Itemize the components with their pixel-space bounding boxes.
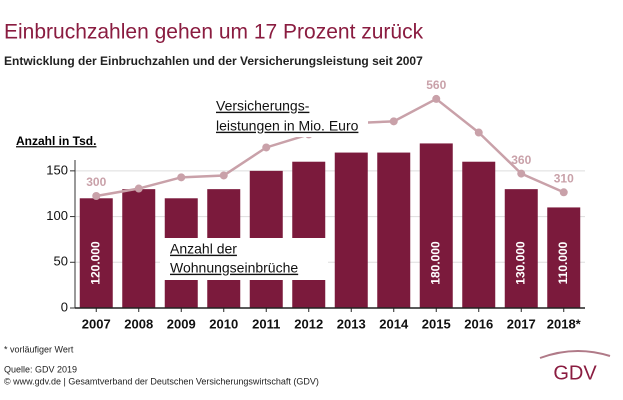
line-value-label: 560 <box>426 78 446 92</box>
x-tick-label: 2012 <box>294 316 323 331</box>
annotation-bg <box>160 238 328 280</box>
bar-value-label: 130.000 <box>513 241 527 285</box>
x-tick-label: 2016 <box>464 316 493 331</box>
chart-subtitle: Entwicklung der Einbruchzahlen und der V… <box>4 54 423 68</box>
line-point <box>92 192 101 200</box>
bar <box>547 207 581 308</box>
line-point <box>474 128 483 137</box>
line-value-label: 300 <box>86 175 106 189</box>
line-point <box>219 171 228 180</box>
line-point <box>177 173 186 182</box>
line-point <box>517 169 526 178</box>
bar <box>334 152 368 308</box>
x-tick-label: 2013 <box>337 316 366 331</box>
line-value-label: 360 <box>511 153 531 167</box>
x-tick-label: 2008 <box>124 316 153 331</box>
y-tick-label: 0 <box>61 299 68 314</box>
bar-value-label: 120.000 <box>88 241 102 285</box>
y-axis-label: Anzahl in Tsd. <box>16 134 96 148</box>
bar <box>462 161 496 308</box>
x-tick-label: 2007 <box>82 316 111 331</box>
bar-value-label: 110.000 <box>556 241 570 284</box>
bar <box>292 161 326 308</box>
x-tick-label: 2011 <box>252 316 280 331</box>
chart-title: Einbruchzahlen gehen um 17 Prozent zurüc… <box>4 21 424 44</box>
annotation: Wohnungseinbrüche <box>170 260 298 276</box>
x-tick-label: 2009 <box>167 316 196 331</box>
annotation: Anzahl der <box>170 241 237 257</box>
footnote: Quelle: GDV 2019 <box>4 364 77 374</box>
line-point <box>262 143 271 152</box>
y-tick-label: 50 <box>54 254 68 269</box>
x-tick-label: 2017 <box>507 316 536 331</box>
footnote: © www.gdv.de | Gesamtverband der Deutsch… <box>4 376 319 386</box>
logo-swoosh <box>539 349 611 359</box>
annotation: Versicherungs- <box>216 98 310 114</box>
line-point <box>432 94 441 103</box>
line-value-label: 310 <box>554 171 574 185</box>
annotation-bg <box>212 95 368 137</box>
x-tick-label: 2015 <box>422 316 451 331</box>
bar-value-label: 180.000 <box>428 241 442 285</box>
x-tick-label: 2018* <box>547 316 582 331</box>
bar <box>504 189 538 308</box>
x-tick-label: 2010 <box>209 316 238 331</box>
y-tick-label: 150 <box>46 162 68 177</box>
line-point <box>389 117 398 126</box>
annotation: leistungen in Mio. Euro <box>216 118 359 134</box>
logo: GDV <box>553 362 597 384</box>
bar <box>419 143 453 308</box>
bar <box>122 189 156 308</box>
bar <box>377 152 411 308</box>
footnote: * vorläufiger Wert <box>4 344 74 354</box>
line-point <box>559 188 568 197</box>
x-tick-label: 2014 <box>379 316 409 331</box>
bar <box>79 198 113 308</box>
y-tick-label: 100 <box>46 208 68 223</box>
line-point <box>134 184 143 193</box>
